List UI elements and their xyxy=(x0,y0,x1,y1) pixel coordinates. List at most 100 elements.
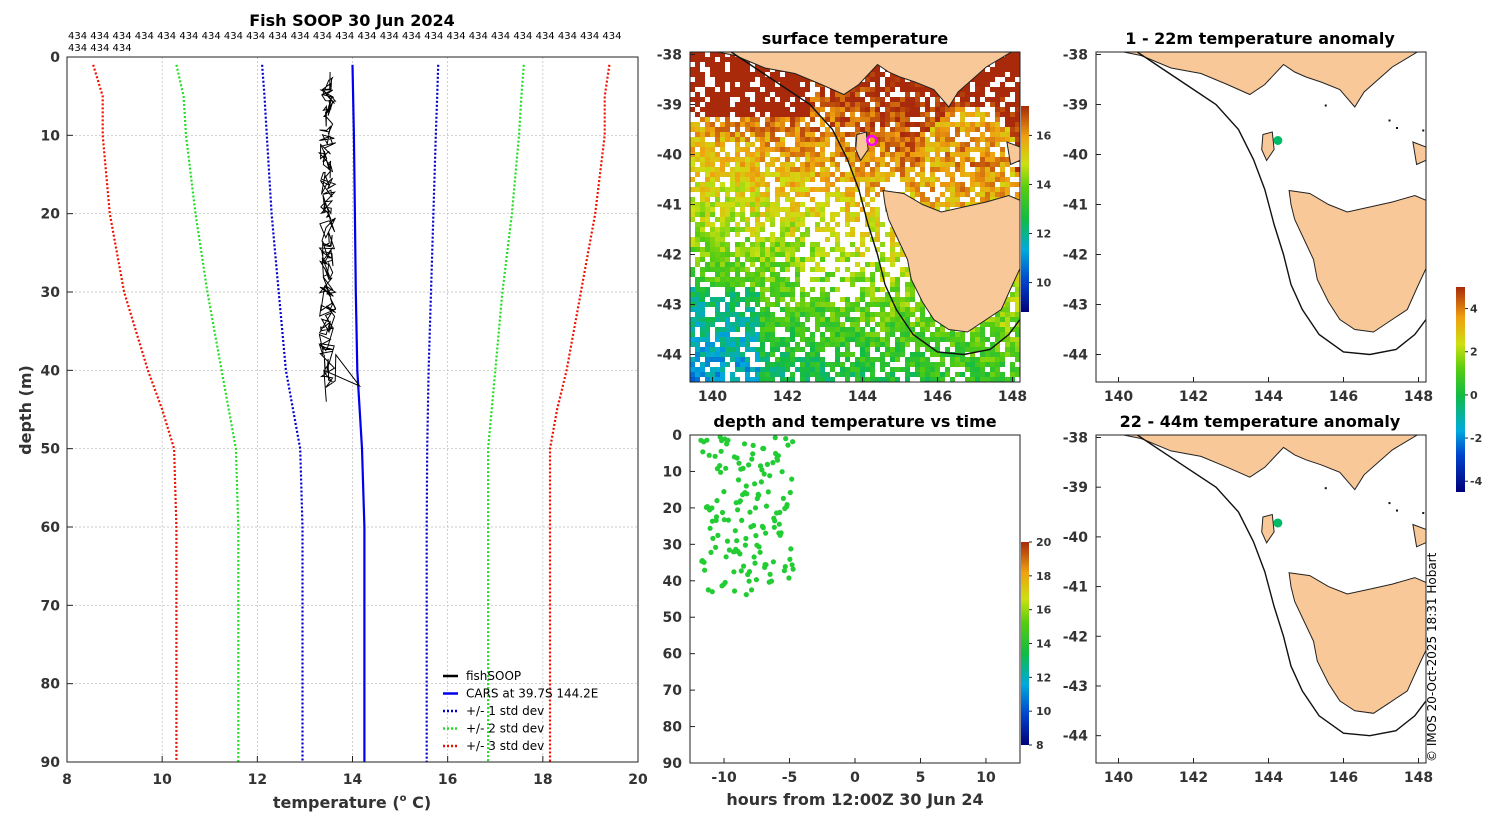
depth-time-colorbar-label: 16 xyxy=(1036,604,1052,617)
land-polygon xyxy=(1288,572,1426,714)
sst-cell xyxy=(770,262,775,267)
sst-cell xyxy=(730,207,735,212)
sst-cell xyxy=(815,297,820,302)
sst-cell xyxy=(1010,297,1015,302)
anomaly-deep-title: 22 - 44m temperature anomaly xyxy=(1120,412,1401,431)
sst-cell xyxy=(965,87,970,92)
sst-cell xyxy=(875,177,880,182)
sst-cell xyxy=(895,287,900,292)
depth-time-ytick-label: 60 xyxy=(663,647,683,663)
sst-cell xyxy=(695,202,700,207)
sst-cell xyxy=(710,347,715,352)
sst-cell xyxy=(750,102,755,107)
sst-cell xyxy=(810,287,815,292)
sst-cell xyxy=(910,192,915,197)
sst-cell xyxy=(765,67,770,72)
sst-cell xyxy=(930,347,935,352)
sst-cell xyxy=(990,77,995,82)
sst-cell xyxy=(815,267,820,272)
sst-cell xyxy=(760,152,765,157)
sst-cell xyxy=(790,227,795,232)
depth-time-point xyxy=(761,471,767,477)
sst-cell xyxy=(830,362,835,367)
depth-time-point xyxy=(763,530,769,536)
sst-cell xyxy=(790,82,795,87)
sst-cell xyxy=(705,217,710,222)
sst-cell xyxy=(780,97,785,102)
sst-cell xyxy=(745,152,750,157)
profile-line--1-std xyxy=(425,64,440,762)
sst-cell xyxy=(885,332,890,337)
sst-cell xyxy=(715,67,720,72)
sst-cell xyxy=(750,162,755,167)
sst-cell xyxy=(705,197,710,202)
sst-cell xyxy=(745,332,750,337)
depth-time-point xyxy=(701,559,707,565)
sst-cell xyxy=(905,82,910,87)
sst-cell xyxy=(1010,72,1015,77)
sst-cell xyxy=(700,267,705,272)
sst-cell xyxy=(825,112,830,117)
sst-cell xyxy=(1000,127,1005,132)
sst-cell xyxy=(700,372,705,377)
sst-cell xyxy=(955,337,960,342)
sst-cell xyxy=(710,172,715,177)
sst-cell xyxy=(1015,332,1020,337)
sst-cell xyxy=(890,102,895,107)
sst-cell xyxy=(890,142,895,147)
sst-cell xyxy=(905,292,910,297)
sst-cell xyxy=(695,377,700,382)
map-ytick-label: -43 xyxy=(1063,298,1088,314)
sst-cell xyxy=(750,347,755,352)
sst-cell xyxy=(735,152,740,157)
anomaly-colorbar-label: 4 xyxy=(1470,303,1478,316)
sst-cell xyxy=(865,192,870,197)
sst-cell xyxy=(780,77,785,82)
sst-cell xyxy=(745,87,750,92)
sst-cell xyxy=(695,372,700,377)
sst-cell xyxy=(795,342,800,347)
sst-cell xyxy=(875,322,880,327)
sst-cell xyxy=(830,322,835,327)
sst-cell xyxy=(710,212,715,217)
profile-ytick-label: 40 xyxy=(41,363,61,379)
depth-time-point xyxy=(712,453,718,459)
sst-cell xyxy=(795,202,800,207)
land-polygon xyxy=(855,131,869,162)
sst-cell xyxy=(980,197,985,202)
depth-time-point xyxy=(776,521,782,527)
sst-cell xyxy=(925,122,930,127)
sst-cell xyxy=(890,227,895,232)
sst-cell xyxy=(890,287,895,292)
sst-cell xyxy=(985,162,990,167)
sst-cell xyxy=(840,192,845,197)
depth-time-point xyxy=(753,533,759,539)
sst-cell xyxy=(880,127,885,132)
sst-cell xyxy=(790,162,795,167)
sst-cell xyxy=(985,372,990,377)
sst-cell xyxy=(835,237,840,242)
sst-cell xyxy=(705,192,710,197)
depth-time-point xyxy=(751,522,757,529)
sst-cell xyxy=(785,172,790,177)
depth-time-point xyxy=(751,554,757,560)
sst-cell xyxy=(770,157,775,162)
sst-cell xyxy=(815,127,820,132)
sst-cell xyxy=(830,332,835,337)
sst-cell xyxy=(735,172,740,177)
depth-time-point xyxy=(718,469,724,475)
sst-cell xyxy=(730,372,735,377)
sst-cell xyxy=(835,327,840,332)
sst-cell xyxy=(740,167,745,172)
sst-cell xyxy=(975,357,980,362)
sst-cell xyxy=(785,197,790,202)
sst-cell xyxy=(755,182,760,187)
sst-cell xyxy=(730,227,735,232)
sst-cell xyxy=(950,342,955,347)
sst-cell xyxy=(770,372,775,377)
sst-cell xyxy=(785,347,790,352)
sst-cell xyxy=(890,247,895,252)
depth-time-point xyxy=(723,465,729,471)
sst-cell xyxy=(890,347,895,352)
sst-cell xyxy=(1005,327,1010,332)
